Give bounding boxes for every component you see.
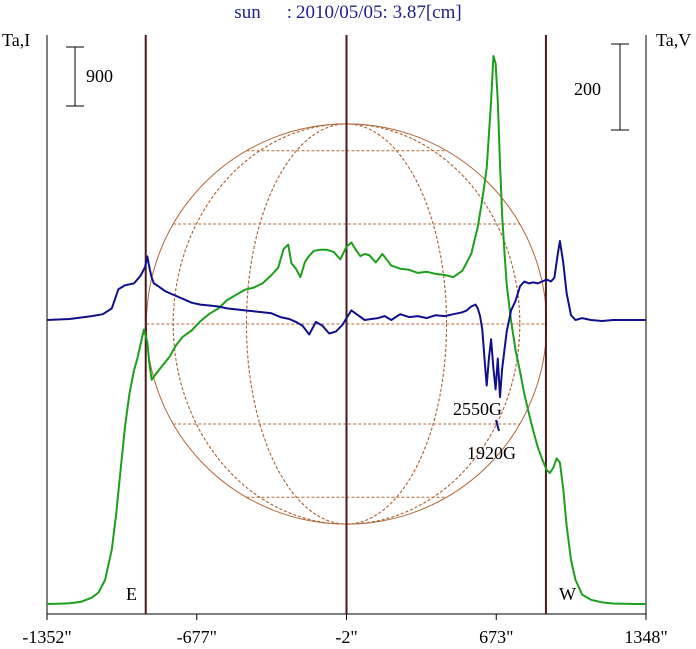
intensity-series-line [46, 55, 646, 605]
limb-lines [144, 35, 547, 614]
title-info: 2010/05/05: 3.87[cm] [295, 2, 462, 23]
x-tick-label: 673" [479, 627, 513, 647]
x-tick-label: -1352" [22, 627, 71, 647]
title-object: sun [234, 2, 261, 23]
series-lines [46, 55, 646, 605]
title-separator: : [286, 2, 292, 23]
left-axis-label: Ta,I [2, 30, 30, 50]
annotation-1920g-pointer [495, 419, 500, 432]
right-scale-bar-value: 200 [574, 79, 601, 99]
annotation-2550g: 2550G [453, 399, 502, 419]
left-scale-bar: 900 [66, 46, 113, 107]
east-marker: E [126, 584, 137, 604]
x-tick-label: -677" [177, 627, 217, 647]
right-scale-bar: 200 [574, 43, 629, 131]
x-axis-ticks: -1352" -677" -2" 673" 1348" [22, 614, 668, 647]
west-marker: W [559, 584, 576, 604]
x-tick-label: 1348" [624, 627, 667, 647]
annotation-1920g: 1920G [467, 443, 516, 463]
x-tick-label: -2" [335, 627, 357, 647]
left-scale-bar-value: 900 [86, 66, 113, 86]
right-axis-label: Ta,V [656, 30, 691, 50]
polarization-series-line [46, 240, 646, 399]
chart-title: sun:2010/05/05: 3.87[cm] [0, 2, 696, 24]
